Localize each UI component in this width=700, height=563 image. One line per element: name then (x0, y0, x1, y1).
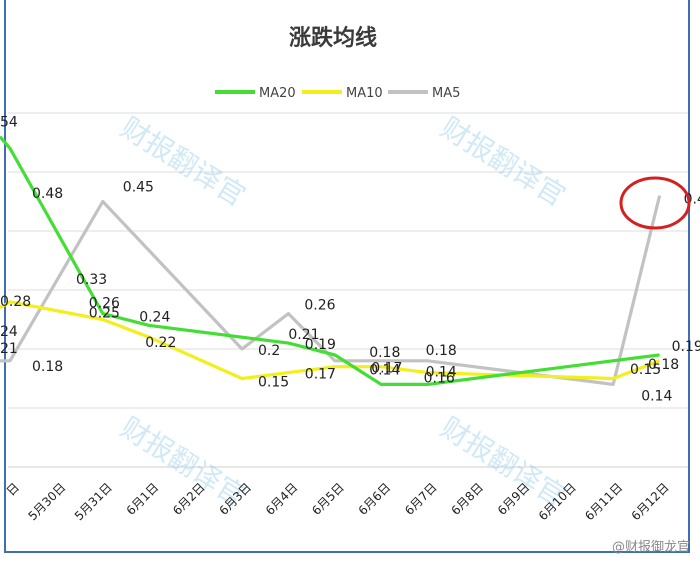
x-tick-label: 5月31日 (72, 480, 115, 523)
watermark-text: 财报翻译官 (435, 111, 571, 213)
data-label: 0.18 (32, 359, 63, 375)
highlight-circle (619, 176, 691, 230)
x-tick-label: 日 (4, 480, 22, 498)
data-label: 0.45 (123, 180, 154, 196)
data-label: 0.48 (32, 186, 63, 202)
data-label: 0.19 (305, 337, 336, 353)
data-label: 0.18 (426, 343, 457, 359)
chart-title: 涨跌均线 (289, 25, 377, 51)
data-label: 0.17 (305, 367, 336, 383)
data-label: 0.33 (76, 272, 107, 288)
data-label: 0.19 (672, 339, 700, 355)
x-tick-label: 6月8日 (448, 480, 486, 518)
x-tick-label: 6月4日 (263, 480, 301, 518)
data-label: 0.26 (89, 296, 120, 312)
legend-label: MA10 (346, 86, 383, 101)
data-label: 0.28 (0, 294, 31, 310)
data-label: 0.15 (258, 375, 289, 391)
data-label: 0.18 (369, 345, 400, 361)
x-tick-label: 6月5日 (309, 480, 347, 518)
data-label: 0.22 (145, 335, 176, 351)
gridlines (8, 112, 688, 468)
legend: MA20 MA10 MA5 (215, 86, 460, 101)
x-tick-label: 6月11日 (582, 480, 625, 523)
data-label: 0.25 (89, 306, 120, 322)
series-line-ma20 (0, 135, 660, 386)
data-label: 0.21 (288, 327, 319, 343)
credit-text: @财报御龙官 (612, 539, 690, 555)
x-tick-label: 6月7日 (402, 480, 440, 518)
data-label: 0.26 (304, 298, 335, 314)
x-tick-label: 6月1日 (124, 480, 162, 518)
data-label: 54 (0, 114, 18, 130)
data-label: 0.14 (426, 364, 457, 380)
series-lines (0, 135, 662, 386)
data-label: 21 (0, 341, 18, 357)
x-tick-label: 6月12日 (629, 480, 672, 523)
data-label: 0.14 (369, 362, 400, 378)
data-label: 0.18 (648, 357, 679, 373)
data-label: 0.24 (139, 309, 170, 325)
watermark-text: 财报翻译官 (115, 111, 251, 213)
data-label: 24 (0, 324, 18, 340)
chart-frame (4, 0, 690, 553)
x-tick-label: 6月6日 (356, 480, 394, 518)
data-label: 0.17 (371, 361, 402, 377)
data-label: 0.15 (630, 362, 661, 378)
x-tick-label: 5月30日 (25, 480, 68, 523)
legend-label: MA5 (432, 86, 460, 101)
data-labels: 540.260.240.210.190.14 0.140.190.280.250.… (0, 114, 700, 404)
x-axis-ticks: 日 5月30日 5月31日 6月1日 6月2日 6月3日 6月4日 6月5日 6月6日 6月7日 6… (4, 480, 672, 523)
x-tick-label: 6月2日 (170, 480, 208, 518)
data-label: 0.16 (424, 371, 455, 387)
legend-label: MA20 (259, 86, 296, 101)
data-label: 0.14 (641, 388, 672, 404)
data-label: 0.2 (258, 343, 280, 359)
series-line-ma10 (0, 300, 661, 381)
